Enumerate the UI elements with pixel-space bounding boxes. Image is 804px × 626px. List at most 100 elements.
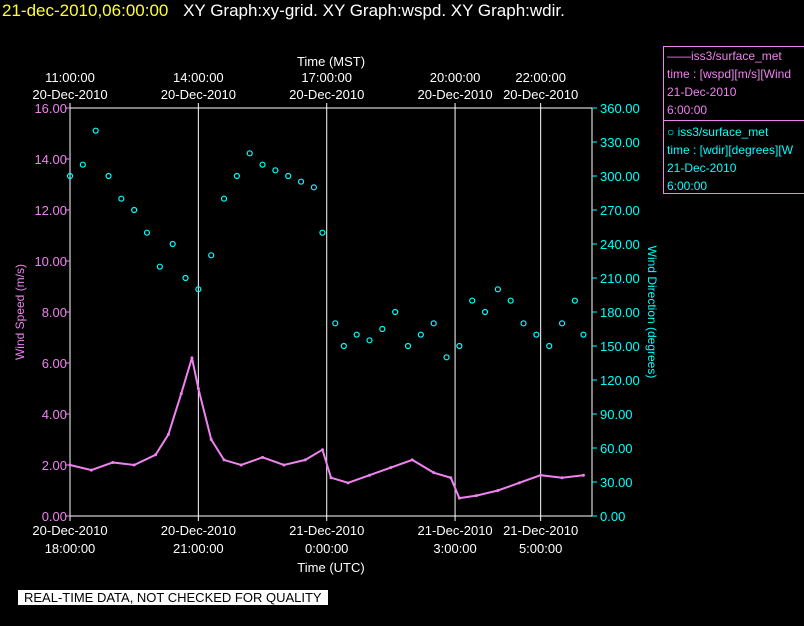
wind-direction-point — [66, 172, 74, 180]
right-tick-label: 60.00 — [600, 441, 633, 456]
left-axis-label: Wind Speed (m/s) — [13, 264, 27, 360]
wind-speed-point — [410, 458, 414, 462]
bottom-tick-date: 21-Dec-2010 — [418, 523, 493, 538]
wind-speed-point — [132, 463, 136, 467]
legend-wdir-date: 21-Dec-2010 — [667, 161, 737, 175]
right-tick-label: 360.00 — [600, 101, 640, 116]
title-bar: 21-dec-2010,06:00:00 XY Graph:xy-grid. X… — [0, 0, 804, 24]
top-tick-date: 20-Dec-2010 — [289, 87, 364, 102]
plot-area — [69, 107, 593, 517]
wind-speed-point — [89, 468, 93, 472]
top-tick-date: 20-Dec-2010 — [503, 87, 578, 102]
wind-direction-point — [580, 331, 587, 338]
wind-direction-point — [417, 331, 424, 338]
right-tick-label: 120.00 — [600, 373, 640, 388]
wind-speed-point — [209, 438, 213, 441]
wind-direction-point — [469, 297, 476, 304]
top-tick-time: 11:00:00 — [45, 70, 95, 85]
wind-speed-point — [581, 473, 585, 477]
wind-speed-point — [389, 466, 393, 470]
wind-speed-series — [68, 356, 585, 500]
bottom-tick-time: 21:00:00 — [173, 541, 224, 556]
right-axis-label: Wind Direction (degrees) — [645, 246, 659, 379]
legend-wspd-date: 21-Dec-2010 — [667, 85, 737, 99]
left-tick-label: 16.00 — [34, 101, 67, 116]
wind-speed-point — [303, 458, 307, 462]
wind-direction-point — [392, 308, 399, 316]
wind-direction-point — [79, 161, 86, 168]
right-tick-label: 90.00 — [600, 407, 633, 422]
wind-direction-point — [546, 342, 553, 350]
wind-direction-point — [456, 342, 463, 350]
wind-direction-point — [118, 195, 125, 202]
wind-speed-point — [179, 392, 183, 396]
wind-direction-point — [182, 274, 189, 282]
right-tick-label: 180.00 — [600, 305, 640, 320]
right-tick-label: 330.00 — [600, 135, 640, 150]
wind-direction-point — [319, 229, 326, 236]
wind-speed-point — [239, 463, 243, 467]
wind-direction-point — [297, 178, 305, 185]
wind-direction-point — [332, 320, 339, 327]
wind-direction-point — [353, 331, 360, 338]
top-tick-time: 17:00:00 — [301, 70, 352, 85]
wind-direction-point — [340, 342, 347, 350]
wind-direction-point — [220, 195, 228, 202]
wind-speed-point — [346, 481, 350, 485]
wind-speed-point — [474, 494, 478, 498]
right-tick-label: 300.00 — [600, 169, 640, 184]
legend-wdir-time: 6:00:00 — [667, 179, 708, 193]
wind-direction-point — [366, 337, 373, 344]
wind-speed-point — [432, 471, 436, 475]
wind-speed-point — [457, 496, 461, 500]
wind-direction-point — [285, 172, 292, 180]
left-tick-label: 12.00 — [34, 203, 67, 218]
wind-speed-point — [154, 453, 158, 457]
top-tick-date: 20-Dec-2010 — [161, 87, 236, 102]
left-tick-label: 10.00 — [34, 254, 67, 269]
top-tick-time: 22:00:00 — [515, 70, 566, 85]
wind-direction-point — [131, 206, 138, 214]
wind-speed-point — [368, 473, 372, 477]
left-tick-label: 6.00 — [42, 356, 67, 371]
legend-wdir-var: time : [wdir][degrees][W — [667, 143, 794, 157]
wind-direction-point — [143, 229, 151, 236]
right-tick-label: 0.00 — [600, 509, 625, 524]
wind-direction-point — [246, 150, 253, 157]
bottom-tick-time: 0:00:00 — [305, 541, 348, 556]
bottom-tick-date: 21-Dec-2010 — [289, 523, 364, 538]
wind-direction-point — [195, 286, 202, 293]
bottom-tick-date: 20-Dec-2010 — [161, 523, 236, 538]
title-date: 21-dec-2010,06:00:00 — [2, 1, 169, 20]
title-graphs: XY Graph:xy-grid. XY Graph:wspd. XY Grap… — [183, 1, 565, 20]
wind-speed-point — [449, 476, 453, 480]
legend-wspd-time: 6:00:00 — [667, 103, 708, 117]
top-tick-time: 14:00:00 — [173, 70, 224, 85]
right-tick-label: 150.00 — [600, 339, 640, 354]
wind-speed-point — [282, 463, 286, 467]
bottom-tick-time: 3:00:00 — [433, 541, 476, 556]
left-tick-label: 0.00 — [42, 509, 67, 524]
wind-speed-point — [329, 476, 333, 480]
wind-speed-point — [166, 432, 170, 436]
wind-direction-point — [404, 342, 412, 350]
legend-wspd-var: time : [wspd][m/s][Wind — [667, 67, 792, 81]
wind-speed-point — [539, 473, 543, 477]
bottom-tick-date: 20-Dec-2010 — [32, 523, 107, 538]
wind-direction-point — [259, 161, 266, 168]
legend-wdir-name: ○ iss3/surface_met — [664, 120, 804, 141]
quality-banner: REAL-TIME DATA, NOT CHECKED FOR QUALITY — [18, 590, 328, 605]
wind-direction-point — [208, 252, 215, 259]
wind-direction-point — [379, 325, 386, 333]
wind-direction-point — [105, 172, 112, 180]
wind-speed-point — [261, 455, 265, 459]
wind-direction-point — [156, 263, 163, 270]
left-tick-label: 8.00 — [42, 305, 67, 320]
wind-speed-line — [69, 357, 584, 500]
wind-direction-series — [66, 127, 587, 361]
left-tick-label: 2.00 — [42, 458, 67, 473]
wind-direction-point — [443, 354, 450, 361]
bottom-tick-date: 21-Dec-2010 — [503, 523, 578, 538]
right-tick-label: 30.00 — [600, 475, 633, 490]
